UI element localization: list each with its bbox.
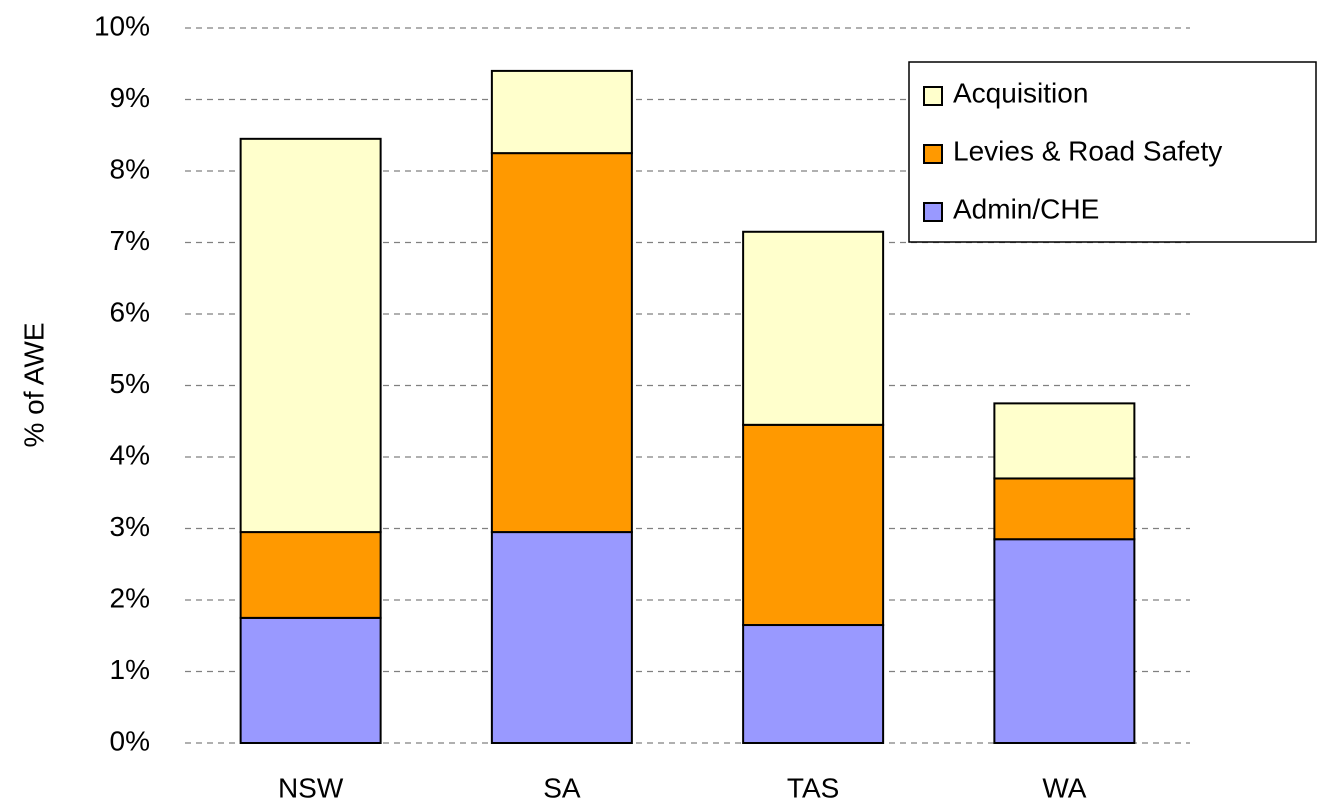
y-tick-label: 6% — [110, 296, 150, 327]
bar-segment — [490, 531, 633, 745]
x-tick-label: NSW — [278, 772, 344, 803]
y-tick-label: 7% — [110, 225, 150, 256]
y-tick-label: 8% — [110, 153, 150, 184]
y-tick-label: 0% — [110, 725, 150, 756]
legend-box — [908, 61, 1317, 243]
y-tick-label: 4% — [110, 439, 150, 470]
bar-segment — [239, 616, 382, 744]
y-tick-label: 3% — [110, 511, 150, 542]
bar-segment — [993, 538, 1136, 744]
y-tick-label: 1% — [110, 654, 150, 685]
legend-swatch — [923, 86, 943, 106]
legend-swatch — [923, 144, 943, 164]
y-tick-label: 10% — [94, 10, 150, 41]
bar-segment — [490, 152, 633, 534]
bar-segment — [993, 477, 1136, 541]
bar-segment — [742, 230, 885, 426]
bar-segment — [742, 624, 885, 745]
bar-segment — [239, 137, 382, 534]
y-tick-label: 9% — [110, 82, 150, 113]
x-tick-label: WA — [1042, 772, 1086, 803]
x-tick-label: SA — [543, 772, 581, 803]
bar-segment — [993, 402, 1136, 480]
legend-label: Acquisition — [953, 77, 1088, 108]
y-tick-label: 2% — [110, 582, 150, 613]
bar-segment — [742, 423, 885, 627]
legend-label: Admin/CHE — [953, 193, 1099, 224]
bar-segment — [239, 531, 382, 619]
y-axis-label: % of AWE — [18, 322, 49, 447]
bar-segment — [490, 69, 633, 155]
y-tick-label: 5% — [110, 368, 150, 399]
legend-label: Levies & Road Safety — [953, 135, 1222, 166]
x-tick-label: TAS — [787, 772, 839, 803]
legend-swatch — [923, 202, 943, 222]
